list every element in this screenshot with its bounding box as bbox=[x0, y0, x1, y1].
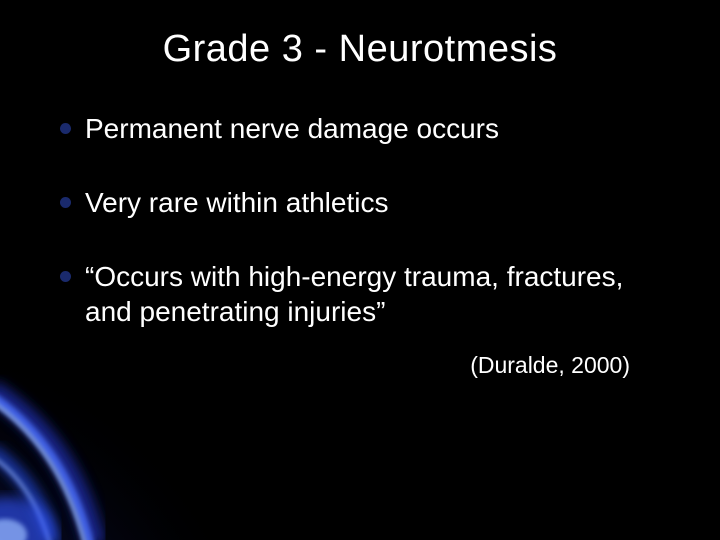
bullet-icon bbox=[60, 271, 71, 282]
bullet-list: Permanent nerve damage occurs Very rare … bbox=[50, 111, 670, 330]
list-item: Very rare within athletics bbox=[60, 185, 670, 221]
bullet-text: Permanent nerve damage occurs bbox=[85, 111, 499, 147]
bullet-text: Very rare within athletics bbox=[85, 185, 388, 221]
bullet-icon bbox=[60, 197, 71, 208]
bullet-text: “Occurs with high-energy trauma, fractur… bbox=[85, 259, 670, 331]
bullet-icon bbox=[60, 123, 71, 134]
list-item: “Occurs with high-energy trauma, fractur… bbox=[60, 259, 670, 331]
slide: Grade 3 - Neurotmesis Permanent nerve da… bbox=[0, 0, 720, 540]
citation-text: (Duralde, 2000) bbox=[50, 352, 670, 379]
list-item: Permanent nerve damage occurs bbox=[60, 111, 670, 147]
slide-title: Grade 3 - Neurotmesis bbox=[50, 28, 670, 71]
